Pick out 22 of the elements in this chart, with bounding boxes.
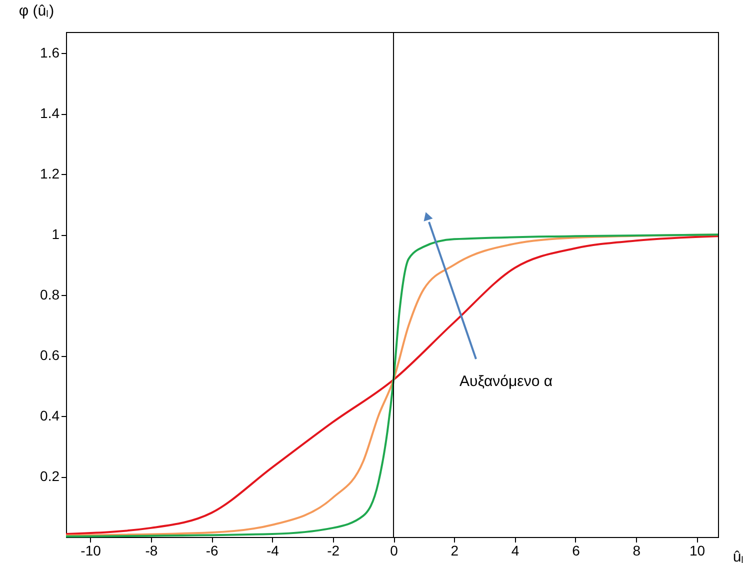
y-tick-label: 1 — [52, 226, 60, 242]
annotation: Αυξανόμενο α — [459, 373, 553, 390]
y-tick-label: 0.2 — [40, 468, 60, 484]
y-tick-label: 0.8 — [40, 286, 60, 303]
y-tick-label: 1.2 — [40, 166, 60, 182]
x-tick-label: 6 — [572, 542, 580, 558]
x-tick-label: 4 — [511, 542, 520, 558]
y-tick-label: 1.6 — [40, 44, 60, 61]
x-tick-label: 2 — [450, 542, 459, 558]
y-tick-label: 0.6 — [40, 347, 60, 364]
y-axis-title: φ (ûₗ) — [18, 2, 54, 20]
x-tick-label: 10 — [689, 542, 706, 558]
x-tick-label: -8 — [145, 542, 158, 558]
x-tick-label: 8 — [632, 542, 641, 558]
y-tick-label: 1.4 — [40, 105, 60, 122]
y-tick-label: 0.4 — [40, 408, 60, 424]
x-tick-label: -4 — [266, 542, 280, 558]
x-tick-label: 0 — [390, 542, 398, 558]
x-tick-label: -6 — [206, 542, 218, 558]
x-tick-label: -2 — [327, 542, 340, 558]
x-axis-title: ûₗ — [732, 548, 744, 563]
x-tick-label: -10 — [80, 542, 102, 558]
